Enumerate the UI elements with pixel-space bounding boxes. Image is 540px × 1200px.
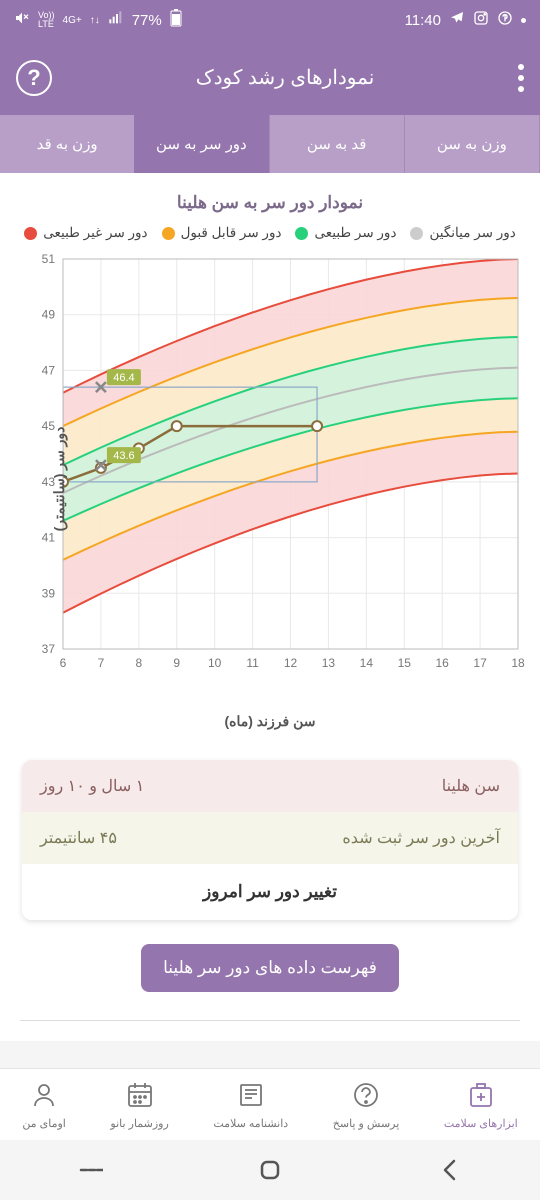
- content-area: نمودار دور سر به سن هلینا دور سر غیر طبی…: [0, 173, 540, 1041]
- y-axis-label: دور سر (سانتیمتر): [51, 427, 68, 532]
- svg-text:51: 51: [42, 252, 56, 266]
- svg-text:13: 13: [322, 656, 336, 670]
- info-card: سن هلینا ۱ سال و ۱۰ روز آخرین دور سر ثبت…: [22, 760, 518, 920]
- svg-text:39: 39: [42, 586, 56, 600]
- svg-text:11: 11: [246, 656, 259, 670]
- divider: [20, 1020, 520, 1021]
- updown-icon: ↑↓: [90, 15, 100, 26]
- nav-item-book[interactable]: دانشنامه سلامت: [213, 1080, 288, 1130]
- android-back-icon[interactable]: [437, 1157, 463, 1183]
- legend-dot: [162, 227, 175, 240]
- nav-item-avatar[interactable]: اومای من: [22, 1080, 66, 1130]
- svg-text:6: 6: [60, 656, 67, 670]
- medical-icon: [466, 1080, 496, 1113]
- legend-item-1: دور سر قابل قبول: [162, 225, 282, 241]
- legend-dot: [295, 227, 308, 240]
- mute-icon: [14, 10, 30, 30]
- info-age-label: سن هلینا: [442, 776, 500, 796]
- volte-icon: Vo))LTE: [38, 11, 55, 29]
- network-icon: 4G+: [63, 15, 82, 26]
- x-axis-label: سن فرزند (ماه): [8, 713, 532, 730]
- svg-text:10: 10: [208, 656, 222, 670]
- status-right: Vo))LTE 4G+ ↑↓ 77%: [14, 9, 182, 31]
- growth-chart: 6789101112131415161718373941434547495146…: [8, 249, 528, 679]
- change-today-button[interactable]: تغییر دور سر امروز: [22, 864, 518, 920]
- svg-text:46.4: 46.4: [113, 372, 134, 384]
- legend-label: دور سر قابل قبول: [181, 225, 282, 241]
- battery-icon: [170, 9, 182, 31]
- android-nav-bar: [0, 1140, 540, 1200]
- legend-label: دور سر طبیعی: [314, 225, 396, 241]
- tab-2[interactable]: دور سر به سن: [134, 115, 269, 173]
- svg-text:8: 8: [135, 656, 142, 670]
- svg-text:47: 47: [42, 363, 56, 377]
- android-home-icon[interactable]: [257, 1157, 283, 1183]
- legend-item-2: دور سر طبیعی: [295, 225, 396, 241]
- svg-text:37: 37: [42, 642, 56, 656]
- nav-label: دانشنامه سلامت: [213, 1117, 288, 1130]
- legend-item-0: دور سر غیر طبیعی: [24, 225, 147, 241]
- android-status-bar: 11:40 Vo))LTE 4G+ ↑↓ 77%: [0, 0, 540, 40]
- avatar-icon: [29, 1080, 59, 1113]
- svg-text:41: 41: [42, 531, 56, 545]
- svg-text:49: 49: [42, 308, 56, 322]
- legend-label: دور سر غیر طبیعی: [43, 225, 147, 241]
- help-icon[interactable]: ?: [16, 60, 52, 96]
- legend-dot: [410, 227, 423, 240]
- tabs-bar: وزن به سنقد به سندور سر به سنوزن به قد: [0, 115, 540, 173]
- calendar-icon: [125, 1080, 155, 1113]
- info-row-measure: آخرین دور سر ثبت شده ۴۵ سانتیمتر: [22, 812, 518, 864]
- legend-item-3: دور سر میانگین: [410, 225, 515, 241]
- menu-kebab-icon[interactable]: [518, 64, 524, 92]
- instagram-icon: [473, 10, 489, 30]
- info-measure-value: ۴۵ سانتیمتر: [40, 828, 117, 848]
- book-icon: [236, 1080, 266, 1113]
- legend-dot: [24, 227, 37, 240]
- chart-title: نمودار دور سر به سن هلینا: [8, 193, 532, 213]
- info-age-value: ۱ سال و ۱۰ روز: [40, 776, 144, 796]
- nav-item-calendar[interactable]: روزشمار بانو: [110, 1080, 168, 1130]
- nav-label: روزشمار بانو: [110, 1117, 168, 1130]
- tab-3[interactable]: وزن به قد: [0, 115, 134, 173]
- pinterest-icon: [497, 10, 513, 30]
- android-recent-icon[interactable]: [77, 1157, 103, 1183]
- svg-text:14: 14: [360, 656, 374, 670]
- nav-label: ابزارهای سلامت: [444, 1117, 518, 1130]
- status-time: 11:40: [405, 12, 441, 29]
- svg-text:18: 18: [511, 656, 525, 670]
- app-header: نمودارهای رشد کودک ?: [0, 40, 540, 115]
- svg-text:15: 15: [398, 656, 412, 670]
- legend-label: دور سر میانگین: [429, 225, 515, 241]
- chart-legend: دور سر غیر طبیعی دور سر قابل قبول دور سر ط…: [8, 225, 532, 241]
- page-title: نمودارهای رشد کودک: [52, 65, 518, 90]
- bottom-nav: ابزارهای سلامت پرسش و پاسخ دانشنامه سلامت ر…: [0, 1068, 540, 1140]
- battery-text: 77%: [132, 12, 162, 29]
- svg-text:17: 17: [473, 656, 487, 670]
- svg-text:7: 7: [98, 656, 105, 670]
- tab-0[interactable]: وزن به سن: [405, 115, 540, 173]
- status-left: 11:40: [405, 10, 526, 30]
- data-list-button[interactable]: فهرست داده های دور سر هلینا: [141, 944, 399, 992]
- signal-icon: [108, 10, 124, 30]
- help-icon: [351, 1080, 381, 1113]
- info-row-age: سن هلینا ۱ سال و ۱۰ روز: [22, 760, 518, 812]
- svg-text:12: 12: [284, 656, 298, 670]
- chart-container: دور سر (سانتیمتر) 6 7 8 9 10 11 12 13 14 15 16 17 18…: [8, 249, 532, 709]
- nav-item-medical[interactable]: ابزارهای سلامت: [444, 1080, 518, 1130]
- info-measure-label: آخرین دور سر ثبت شده: [342, 828, 500, 848]
- nav-label: اومای من: [22, 1117, 66, 1130]
- tab-1[interactable]: قد به سن: [270, 115, 405, 173]
- svg-text:43.6: 43.6: [113, 450, 134, 462]
- svg-text:16: 16: [435, 656, 449, 670]
- nav-label: پرسش و پاسخ: [333, 1117, 400, 1130]
- telegram-icon: [449, 10, 465, 30]
- nav-item-help[interactable]: پرسش و پاسخ: [333, 1080, 400, 1130]
- dot-icon: [521, 18, 526, 23]
- svg-text:9: 9: [173, 656, 180, 670]
